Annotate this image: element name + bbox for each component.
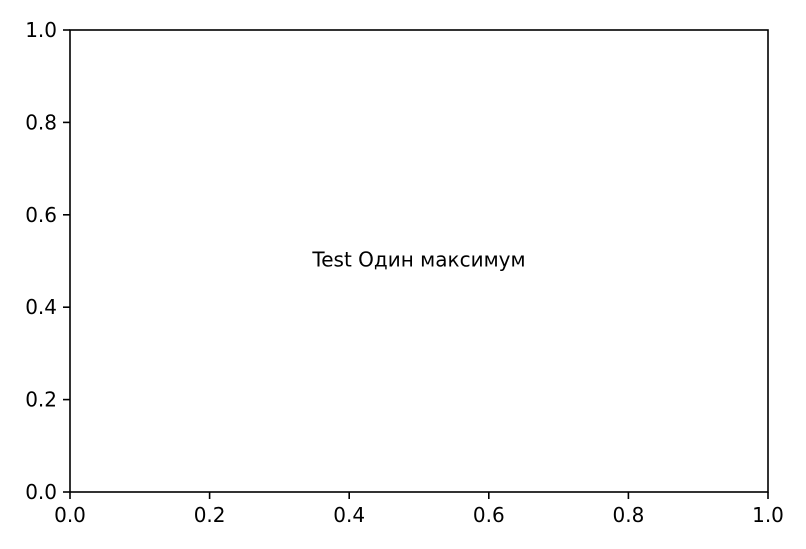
chart-annotation: Test Один максимум — [311, 248, 525, 272]
x-tick-label: 0.0 — [54, 503, 86, 527]
x-tick-label: 0.6 — [473, 503, 505, 527]
y-tick-label: 0.8 — [25, 110, 57, 134]
plot-area — [69, 29, 769, 493]
x-tick-label: 0.8 — [612, 503, 644, 527]
y-axis: 0.0 0.2 0.4 0.6 0.8 1.0 — [25, 18, 70, 504]
y-tick-label: 0.0 — [25, 480, 57, 504]
x-tick-label: 1.0 — [752, 503, 784, 527]
x-axis: 0.0 0.2 0.4 0.6 0.8 1.0 — [54, 492, 784, 527]
annotations-layer: Test Один максимум — [311, 248, 525, 272]
x-tick-label: 0.2 — [194, 503, 226, 527]
y-tick-label: 1.0 — [25, 18, 57, 42]
y-tick-label: 0.6 — [25, 203, 57, 227]
y-tick-label: 0.2 — [25, 388, 57, 412]
axes-frame — [69, 29, 769, 493]
x-tick-label: 0.4 — [333, 503, 365, 527]
y-tick-label: 0.4 — [25, 295, 57, 319]
